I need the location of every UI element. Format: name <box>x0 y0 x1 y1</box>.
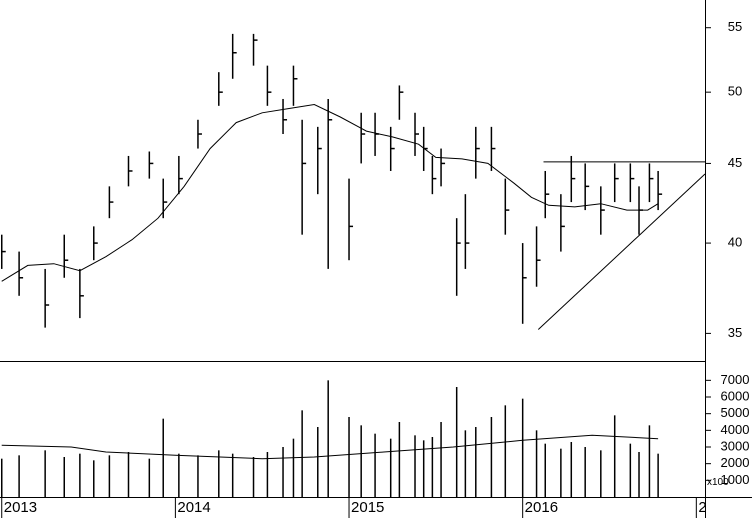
volume-average <box>1 434 659 460</box>
y-tick-label: 55 <box>728 19 742 34</box>
volume-tick-label: 3000 <box>721 438 750 453</box>
volume-tick-label: 2000 <box>721 455 750 470</box>
moving-average <box>1 103 659 282</box>
y-tick-label: 40 <box>728 235 742 250</box>
volume-unit-label: x100 <box>707 477 729 488</box>
x-tick-label: 2016 <box>525 499 558 516</box>
volume-tick-label: 6000 <box>721 388 750 403</box>
volume-tick-label: 1000 <box>721 472 750 487</box>
x-tick-label: 2013 <box>4 499 37 516</box>
x-tick-label: 2014 <box>177 499 210 516</box>
volume-tick-label: 7000 <box>721 372 750 387</box>
trend-line <box>537 173 706 330</box>
y-tick-label: 50 <box>728 84 742 99</box>
volume-tick-label: 5000 <box>721 405 750 420</box>
y-tick-label: 35 <box>728 325 742 340</box>
x-tick-label: 2015 <box>351 499 384 516</box>
volume-tick-label: 4000 <box>721 422 750 437</box>
x-tick-label: 2 <box>698 499 706 516</box>
y-tick-label: 45 <box>728 155 742 170</box>
